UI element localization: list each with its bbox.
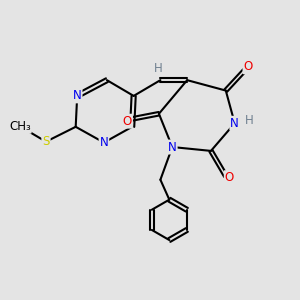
Text: H: H bbox=[244, 114, 253, 128]
Text: N: N bbox=[168, 140, 177, 154]
Text: N: N bbox=[73, 89, 82, 102]
Text: CH₃: CH₃ bbox=[9, 120, 31, 133]
Text: N: N bbox=[230, 117, 239, 130]
Text: H: H bbox=[154, 62, 162, 75]
Text: N: N bbox=[100, 136, 108, 149]
Text: O: O bbox=[244, 60, 253, 73]
Text: S: S bbox=[42, 135, 50, 148]
Text: O: O bbox=[123, 115, 132, 128]
Text: O: O bbox=[225, 171, 234, 184]
